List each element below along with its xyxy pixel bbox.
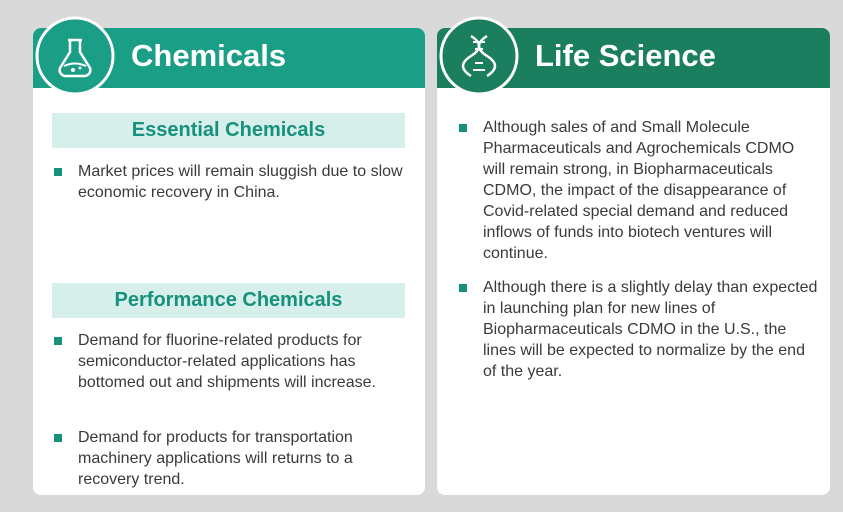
bullet: Although there is a slightly delay than … [459,279,818,380]
life-science-card: Life Science Although sales of and Small… [437,16,830,495]
card-header: Life Science [437,16,830,96]
card-title: Life Science [535,38,716,73]
bullet: Demand for fluorine-related products for… [54,330,408,393]
dna-icon [439,16,519,96]
bullet: Market prices will remain sluggish due t… [54,161,408,203]
bullet: Demand for products for transportation m… [54,427,408,490]
card-title: Chemicals [131,38,287,73]
section-heading: Performance Chemicals [52,283,405,318]
chemicals-card: Chemicals Essential Chemicals Market pri… [33,16,425,495]
flask-icon [35,16,115,96]
section-heading: Essential Chemicals [52,113,405,148]
bullet: Although sales of and Small Molecule Pha… [459,117,818,264]
card-header: Chemicals [33,16,425,96]
